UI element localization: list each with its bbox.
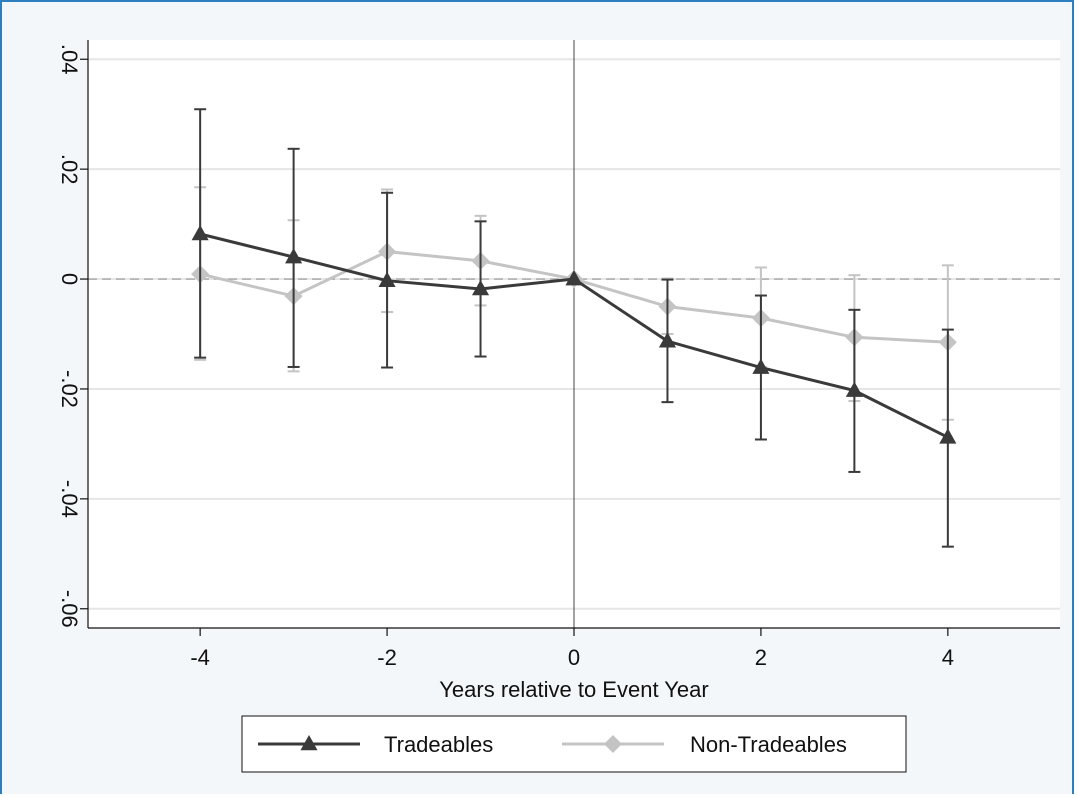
x-axis-title: Years relative to Event Year: [439, 677, 708, 702]
data-point: [845, 381, 863, 397]
axes: -.06 -.04 -.02 0 .02 .04 -4 -2 0 2 4: [57, 40, 1060, 670]
y-tick-label: .02: [57, 154, 82, 185]
y-tick-label: 0: [57, 273, 82, 285]
data-point: [471, 279, 490, 296]
data-point: [565, 270, 583, 286]
reference-lines: [88, 40, 1060, 628]
data-point: [378, 271, 396, 287]
data-point: [191, 224, 209, 241]
data-point: [658, 332, 677, 348]
y-tick-label: .04: [57, 44, 82, 75]
y-tick-label: -.06: [57, 590, 82, 628]
legend: Tradeables Non-Tradeables: [241, 715, 907, 773]
legend-marker-non-tradeables: [604, 735, 622, 753]
data-point: [285, 248, 303, 264]
x-tick-label: -4: [190, 645, 210, 670]
legend-label-non-tradeables: Non-Tradeables: [690, 732, 847, 757]
y-tick-label: -.04: [57, 480, 82, 518]
data-point: [939, 428, 957, 444]
y-tick-label: -.02: [57, 370, 82, 408]
series-layer: [191, 108, 957, 548]
legend-label-tradeables: Tradeables: [384, 732, 493, 757]
x-tick-label: 0: [568, 645, 580, 670]
x-tick-label: -2: [377, 645, 397, 670]
x-tick-label: 4: [942, 645, 954, 670]
series-tradeables: [191, 108, 957, 548]
data-point: [752, 358, 770, 374]
x-tick-label: 2: [755, 645, 767, 670]
legend-marker-tradeables: [300, 735, 318, 751]
